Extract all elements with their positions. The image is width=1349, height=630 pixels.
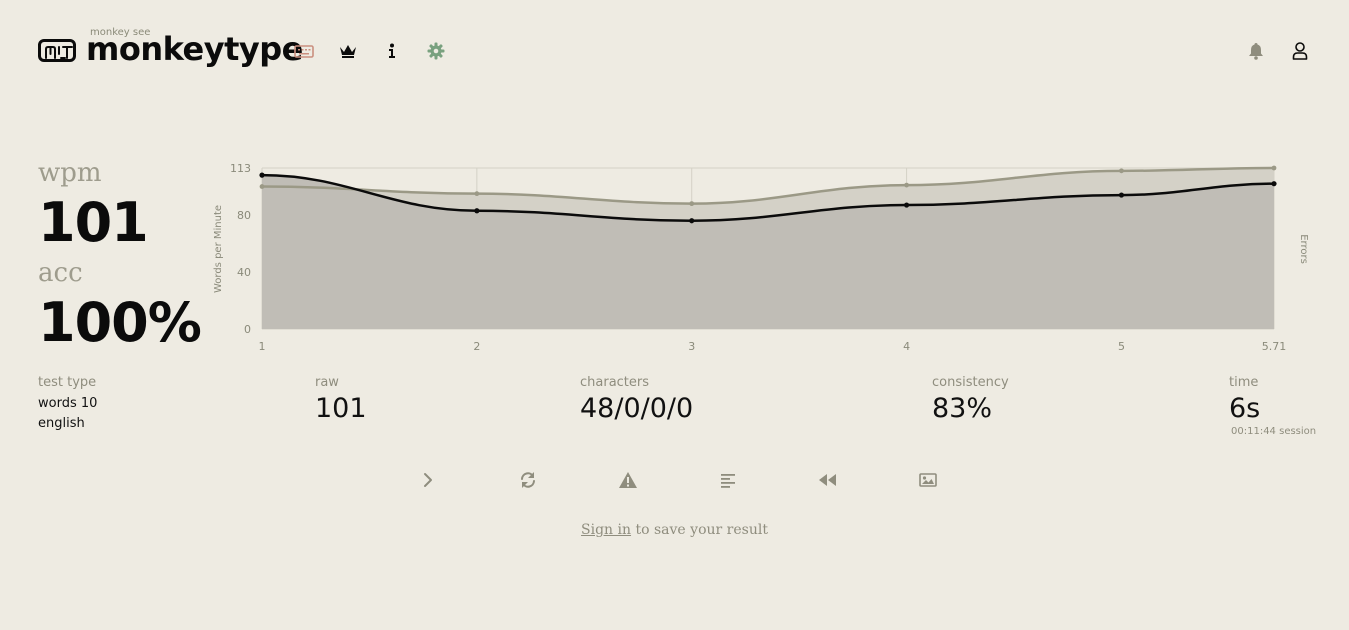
data-point-0-1: [474, 191, 480, 197]
data-point-0-3: [904, 182, 909, 188]
x-tick-label-0: 1: [259, 340, 266, 353]
keyboard-icon[interactable]: [294, 41, 314, 61]
data-point-1-2: [689, 218, 695, 224]
consistency-value: 83%: [932, 393, 993, 424]
series-line-0: [261, 166, 1275, 205]
raw-value: 101: [315, 393, 367, 424]
chart-y-ticks: 0 40 80 113: [230, 162, 251, 336]
user-icon[interactable]: [1290, 41, 1310, 61]
raw-label: raw: [315, 375, 339, 390]
series-area-1: [262, 175, 1274, 329]
data-point-0-5: [1271, 165, 1277, 171]
y-tick-label-1: 40: [237, 266, 251, 279]
session-info: 00:11:44 session: [1231, 426, 1316, 437]
data-point-1-0: [259, 172, 265, 178]
bell-icon[interactable]: [1246, 41, 1266, 61]
data-point-0-0: [259, 184, 265, 189]
test-type-label: test type: [38, 375, 97, 390]
chart-y-label: Words per Minute: [213, 205, 224, 293]
data-point-0-2: [689, 201, 695, 207]
chart-points: [259, 165, 1277, 224]
y-tick-label-0: 0: [244, 323, 251, 336]
next-test-button[interactable]: [417, 469, 439, 491]
data-point-1-5: [1271, 181, 1277, 187]
x-tick-label-3: 4: [903, 340, 910, 353]
gear-icon[interactable]: [426, 41, 446, 61]
time-value: 6s: [1229, 393, 1261, 424]
time-label: time: [1229, 375, 1259, 390]
data-point-0-4: [1119, 168, 1124, 174]
logo-icon[interactable]: [38, 39, 76, 62]
signin-link[interactable]: Sign in: [581, 522, 632, 538]
screenshot-icon[interactable]: [917, 469, 939, 491]
logo-subtitle: monkey see: [90, 27, 151, 38]
data-point-1-3: [903, 202, 910, 208]
x-tick-label-4: 5: [1118, 340, 1125, 353]
signin-prompt: Sign in to save your result: [0, 522, 1349, 538]
characters-value: 48/0/0/0: [580, 393, 694, 424]
acc-label: acc: [38, 258, 83, 288]
info-icon[interactable]: [382, 41, 402, 61]
session-label: session: [1279, 426, 1317, 437]
test-type-mode[interactable]: words 10: [38, 396, 98, 411]
x-tick-label-2: 3: [688, 340, 695, 353]
signin-text: to save your result: [631, 522, 768, 538]
wpm-chart: 0 40 80 113 1 2 3 4 5 5.71 Words per Minute Erro…: [213, 162, 1309, 353]
y-tick-label-3: 113: [230, 162, 251, 175]
characters-label: characters: [580, 375, 650, 390]
chart-x-ticks: 1 2 3 4 5 5.71: [259, 340, 1287, 353]
restart-icon[interactable]: [517, 469, 539, 491]
data-point-1-1: [474, 208, 480, 214]
session-time: 00:11:44: [1231, 426, 1276, 437]
data-point-1-4: [1118, 192, 1125, 198]
crown-icon[interactable]: [338, 41, 358, 61]
wpm-label: wpm: [38, 158, 102, 188]
chart-areas: [262, 168, 1274, 329]
wpm-value: 101: [38, 191, 149, 254]
warning-icon[interactable]: [617, 469, 639, 491]
consistency-label: consistency: [932, 375, 1009, 390]
x-tick-label-5: 5.71: [1262, 340, 1287, 353]
app-title[interactable]: monkeytype: [86, 30, 303, 68]
replay-icon[interactable]: [817, 469, 839, 491]
words-history-icon[interactable]: [717, 469, 739, 491]
acc-value: 100%: [38, 291, 202, 354]
x-tick-label-1: 2: [473, 340, 480, 353]
chart-y2-label: Errors: [1298, 234, 1309, 264]
test-type-language[interactable]: english: [38, 416, 85, 431]
y-tick-label-2: 80: [237, 209, 251, 222]
